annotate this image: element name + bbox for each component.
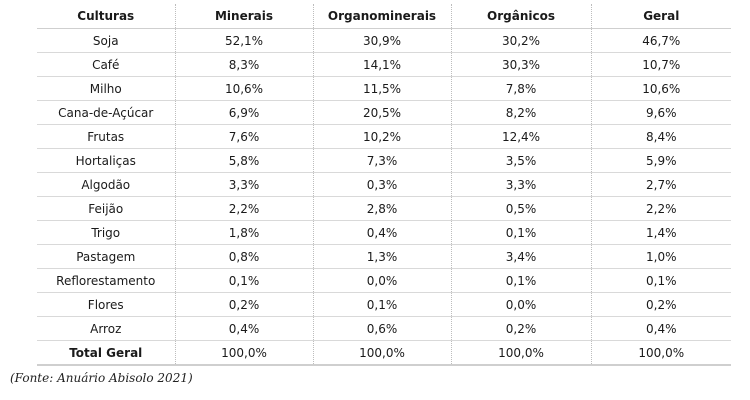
percentage-cell: 20,5%	[312, 100, 451, 125]
percentage-cell: 10,7%	[590, 52, 731, 77]
table-row: Hortaliças 5,8% 7,3% 3,5% 5,9%	[37, 148, 731, 173]
percentage-cell: 8,2%	[450, 100, 591, 125]
header-geral: Geral	[590, 4, 731, 29]
percentage-cell: 14,1%	[312, 52, 451, 77]
crop-name-cell: Soja	[37, 28, 175, 53]
header-minerais: Minerais	[174, 4, 313, 29]
percentage-cell: 0,1%	[174, 268, 313, 293]
percentage-cell: 7,6%	[174, 124, 313, 149]
percentage-cell: 0,3%	[312, 172, 451, 197]
percentage-cell: 0,4%	[174, 316, 313, 341]
percentage-cell: 46,7%	[590, 28, 731, 53]
percentage-cell: 1,4%	[590, 220, 731, 245]
percentage-cell: 0,2%	[174, 292, 313, 317]
header-organicos: Orgânicos	[450, 4, 591, 29]
percentage-cell: 30,9%	[312, 28, 451, 53]
fertilizer-crops-table: Culturas Minerais Organominerais Orgânic…	[37, 4, 731, 366]
crop-name-cell: Arroz	[37, 316, 175, 341]
percentage-cell: 0,0%	[450, 292, 591, 317]
percentage-cell: 52,1%	[174, 28, 313, 53]
crop-name-cell: Algodão	[37, 172, 175, 197]
percentage-cell: 8,4%	[590, 124, 731, 149]
total-value-cell: 100,0%	[312, 340, 451, 366]
table-row: Arroz 0,4% 0,6% 0,2% 0,4%	[37, 316, 731, 341]
percentage-cell: 30,2%	[450, 28, 591, 53]
total-label-cell: Total Geral	[37, 340, 175, 366]
percentage-cell: 0,8%	[174, 244, 313, 269]
percentage-cell: 0,1%	[590, 268, 731, 293]
percentage-cell: 2,8%	[312, 196, 451, 221]
percentage-cell: 0,6%	[312, 316, 451, 341]
percentage-cell: 9,6%	[590, 100, 731, 125]
table-row: Algodão 3,3% 0,3% 3,3% 2,7%	[37, 172, 731, 197]
crop-name-cell: Frutas	[37, 124, 175, 149]
table-row: Reflorestamento 0,1% 0,0% 0,1% 0,1%	[37, 268, 731, 293]
source-caption: (Fonte: Anuário Abisolo 2021)	[10, 371, 193, 385]
table-row: Café 8,3% 14,1% 30,3% 10,7%	[37, 52, 731, 77]
table-row: Feijão 2,2% 2,8% 0,5% 2,2%	[37, 196, 731, 221]
percentage-cell: 10,6%	[590, 76, 731, 101]
percentage-cell: 2,2%	[590, 196, 731, 221]
percentage-cell: 11,5%	[312, 76, 451, 101]
percentage-cell: 3,5%	[450, 148, 591, 173]
percentage-cell: 0,2%	[590, 292, 731, 317]
percentage-cell: 0,5%	[450, 196, 591, 221]
percentage-cell: 2,2%	[174, 196, 313, 221]
table-row: Milho 10,6% 11,5% 7,8% 10,6%	[37, 76, 731, 101]
table-row: Flores 0,2% 0,1% 0,0% 0,2%	[37, 292, 731, 317]
table-body: Soja 52,1% 30,9% 30,2% 46,7% Café 8,3% 14,1% 30,…	[37, 28, 731, 366]
percentage-cell: 1,0%	[590, 244, 731, 269]
percentage-cell: 0,4%	[312, 220, 451, 245]
crop-name-cell: Flores	[37, 292, 175, 317]
percentage-cell: 0,0%	[312, 268, 451, 293]
crop-name-cell: Trigo	[37, 220, 175, 245]
percentage-cell: 3,4%	[450, 244, 591, 269]
percentage-cell: 0,1%	[450, 220, 591, 245]
percentage-cell: 0,2%	[450, 316, 591, 341]
total-value-cell: 100,0%	[590, 340, 731, 366]
percentage-cell: 30,3%	[450, 52, 591, 77]
percentage-cell: 2,7%	[590, 172, 731, 197]
percentage-cell: 5,8%	[174, 148, 313, 173]
header-organominerais: Organominerais	[312, 4, 451, 29]
table-header-row: Culturas Minerais Organominerais Orgânic…	[37, 4, 731, 29]
percentage-cell: 5,9%	[590, 148, 731, 173]
percentage-cell: 10,6%	[174, 76, 313, 101]
crop-name-cell: Café	[37, 52, 175, 77]
total-value-cell: 100,0%	[174, 340, 313, 366]
crop-name-cell: Cana-de-Açúcar	[37, 100, 175, 125]
percentage-cell: 12,4%	[450, 124, 591, 149]
percentage-cell: 8,3%	[174, 52, 313, 77]
percentage-cell: 0,1%	[450, 268, 591, 293]
crop-name-cell: Milho	[37, 76, 175, 101]
crop-name-cell: Feijão	[37, 196, 175, 221]
total-row: Total Geral 100,0% 100,0% 100,0% 100,0%	[37, 340, 731, 366]
total-value-cell: 100,0%	[450, 340, 591, 366]
percentage-cell: 10,2%	[312, 124, 451, 149]
percentage-cell: 1,3%	[312, 244, 451, 269]
table-row: Soja 52,1% 30,9% 30,2% 46,7%	[37, 28, 731, 53]
percentage-cell: 7,8%	[450, 76, 591, 101]
percentage-cell: 0,1%	[312, 292, 451, 317]
percentage-cell: 0,4%	[590, 316, 731, 341]
table-row: Trigo 1,8% 0,4% 0,1% 1,4%	[37, 220, 731, 245]
crop-name-cell: Hortaliças	[37, 148, 175, 173]
crop-name-cell: Pastagem	[37, 244, 175, 269]
table-row: Pastagem 0,8% 1,3% 3,4% 1,0%	[37, 244, 731, 269]
percentage-cell: 1,8%	[174, 220, 313, 245]
percentage-cell: 3,3%	[174, 172, 313, 197]
crop-name-cell: Reflorestamento	[37, 268, 175, 293]
table-row: Frutas 7,6% 10,2% 12,4% 8,4%	[37, 124, 731, 149]
fertilizer-crops-table-container: Culturas Minerais Organominerais Orgânic…	[37, 4, 731, 366]
percentage-cell: 7,3%	[312, 148, 451, 173]
percentage-cell: 3,3%	[450, 172, 591, 197]
header-culturas: Culturas	[37, 4, 175, 29]
percentage-cell: 6,9%	[174, 100, 313, 125]
table-row: Cana-de-Açúcar 6,9% 20,5% 8,2% 9,6%	[37, 100, 731, 125]
